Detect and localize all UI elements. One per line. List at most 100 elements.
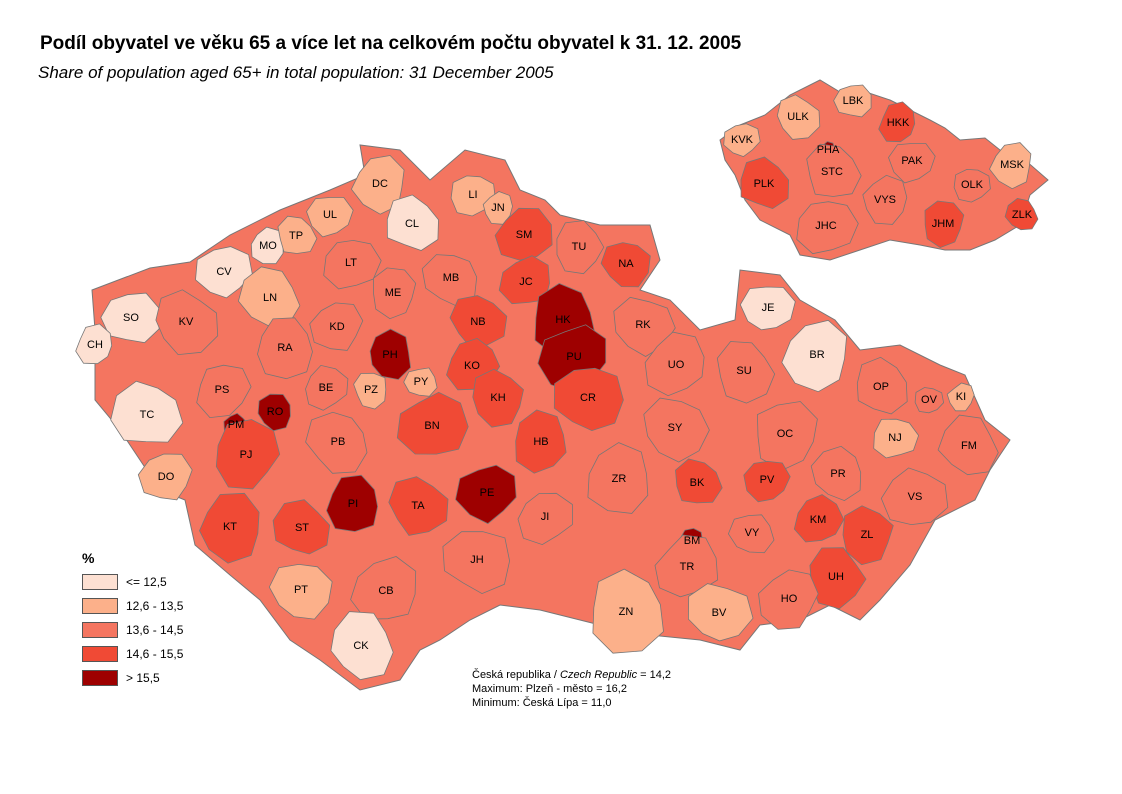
district-vs [880,467,949,526]
region-label-kvk: KVK [731,134,754,146]
district-tr [654,534,719,598]
district-mo [250,226,284,265]
district-label-uh: UH [828,571,844,583]
district-kd [309,302,364,351]
region-label-jhm: JHM [932,218,955,230]
legend-item: 13,6 - 14,5 [82,620,183,640]
region-label-vys: VYS [874,194,896,206]
district-ra [257,317,313,380]
district-ta [388,476,449,536]
legend-item: 14,6 - 15,5 [82,644,183,664]
district-ki [946,382,975,412]
legend-swatch [82,622,118,638]
district-label-me: ME [385,287,402,299]
region-plk [740,156,790,210]
district-ph [369,328,412,380]
region-zlk [1004,197,1039,231]
region-jhm [924,200,965,249]
district-su [716,341,776,404]
district-ck [330,611,394,681]
district-bv [687,583,754,642]
district-label-op: OP [873,381,889,393]
district-label-ck: CK [353,640,369,652]
district-label-dc: DC [372,178,388,190]
district-label-cr: CR [580,392,596,404]
district-label-be: BE [319,382,334,394]
region-kvk [723,123,761,158]
region-label-msk: MSK [1000,159,1025,171]
district-label-lt: LT [345,257,357,269]
district-dc [350,155,405,215]
district-bn [396,391,469,455]
district-label-uo: UO [668,359,685,371]
district-label-km: KM [810,514,827,526]
district-label-tr: TR [680,561,695,573]
district-label-pm: PM [228,419,245,431]
district-label-jh: JH [470,554,484,566]
district-pv [743,460,791,503]
district-st [272,499,331,555]
district-hb [515,409,567,474]
legend-title: % [82,550,95,566]
region-stc [806,143,862,197]
district-ov [914,387,945,414]
district-mb [421,254,478,307]
republic-label-en: Czech Republic [560,669,638,681]
district-label-st: ST [295,522,309,534]
district-label-mo: MO [259,240,277,252]
map-subtitle: Share of population aged 65+ in total po… [38,63,554,82]
legend-swatch [82,646,118,662]
district-label-ki: KI [956,391,966,403]
district-label-ra: RA [277,342,293,354]
district-label-su: SU [736,365,751,377]
district-jh [442,531,511,595]
district-label-so: SO [123,312,139,324]
district-label-bm: BM [684,535,701,547]
district-je [739,286,796,331]
region-hkk [878,101,916,143]
district-pi [326,474,379,532]
district-label-pe: PE [480,487,495,499]
district-label-kt: KT [223,521,237,533]
district-jc [498,255,550,305]
region-label-olk: OLK [961,179,984,191]
district-py [403,367,438,397]
district-label-cb: CB [378,585,393,597]
region-label-plk: PLK [754,178,775,190]
district-uh [809,547,867,610]
district-label-sy: SY [668,422,683,434]
district-do [137,453,193,501]
district-label-ul: UL [323,209,337,221]
district-label-hb: HB [533,436,548,448]
summary-notes: Česká republika / Czech Republic = 14,2 … [472,668,671,710]
district-label-ch: CH [87,339,103,351]
district-label-sm: SM [516,229,533,241]
district-tu [556,220,605,275]
legend-label: 13,6 - 14,5 [126,623,184,637]
legend-item: > 15,5 [82,668,183,688]
district-label-pv: PV [760,474,775,486]
republic-value: = 14,2 [637,669,672,681]
region-label-pak: PAK [901,155,923,167]
district-label-jn: JN [491,202,505,214]
region-label-stc: STC [821,166,843,178]
district-so [100,292,160,344]
district-label-ov: OV [921,394,938,406]
legend-label: <= 12,5 [126,575,167,589]
district-label-ko: KO [464,360,480,372]
district-label-kd: KD [329,321,344,333]
district-label-pu: PU [566,351,581,363]
district-ro [257,393,291,432]
district-km [793,494,845,543]
map-title: Podíl obyvatel ve věku 65 a více let na … [40,33,742,54]
district-label-br: BR [809,349,824,361]
legend-label: 14,6 - 15,5 [126,647,184,661]
district-lt [323,239,382,290]
district-pe [455,464,517,525]
district-be [305,364,349,411]
district-label-ps: PS [215,384,230,396]
legend-swatch [82,670,118,686]
region-label-pha: PHA [817,144,840,156]
district-label-pr: PR [830,468,845,480]
district-label-vy: VY [745,527,760,539]
